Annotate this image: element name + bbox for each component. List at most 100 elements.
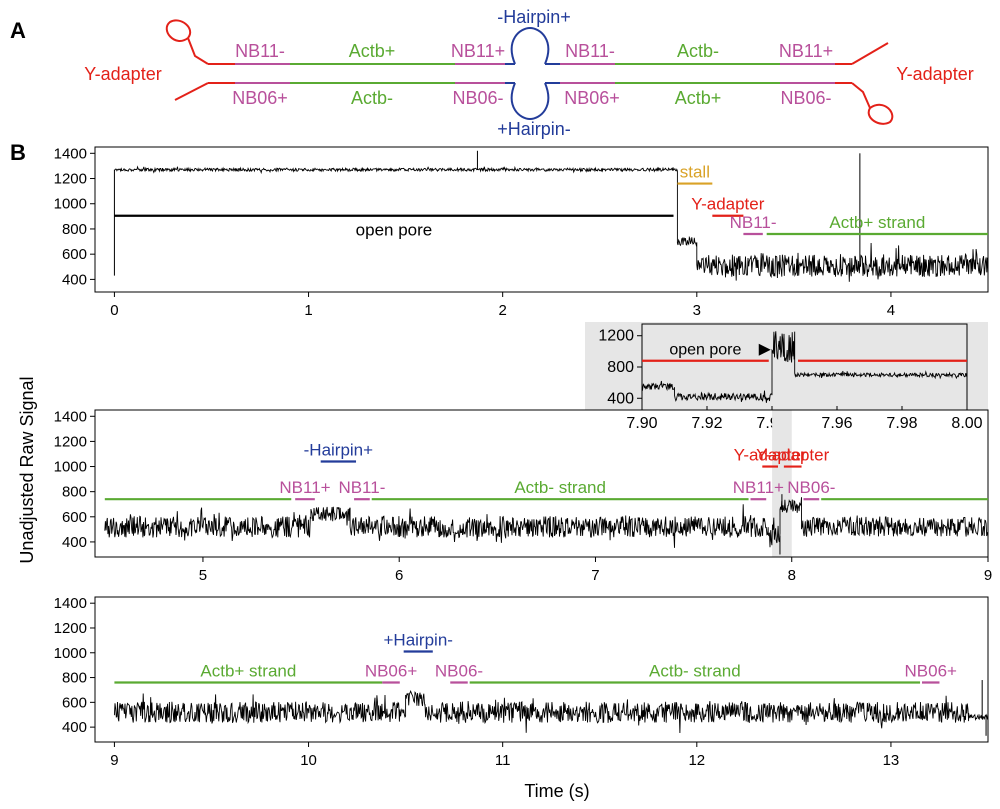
annotation-label: open pore: [356, 221, 433, 240]
top-strand-label: NB11+: [451, 41, 505, 61]
x-tick-label: 12: [688, 752, 705, 769]
annotation-label: NB06+: [365, 662, 418, 681]
y-tick-label: 1400: [54, 595, 87, 612]
bottom-strand-label: NB06+: [564, 88, 620, 108]
y-tick-label: 1400: [54, 145, 87, 162]
top-strand-label: NB11-: [565, 41, 615, 61]
zoom-highlight-band: [772, 410, 792, 557]
x-tick-label: 2: [499, 302, 507, 319]
panel-b: B Unadjusted Raw Signal Time (s) 400 600 8…: [10, 140, 992, 801]
plot-row-2: 400 600 800 1000 1200 1400 5 6 7 8 9 -Hairpin+ NB11+…: [54, 408, 993, 584]
annotation-label: Y-adapter: [756, 446, 829, 465]
x-tick-label: 8: [788, 567, 796, 584]
annotation-label: Actb- strand: [649, 662, 741, 681]
annotation-label: Actb+ strand: [200, 662, 296, 681]
x-tick-label: 7.90: [626, 415, 657, 432]
y-tick-label: 1200: [54, 433, 87, 450]
y-tick-label: 400: [62, 271, 87, 288]
plot-row-3: 400 600 800 1000 1200 1400 9 10 11 12 13 Actb+ stra…: [54, 595, 989, 769]
annotation-label: NB06-: [435, 662, 483, 681]
signal-trace: [104, 497, 989, 548]
top-strand-label: NB11+: [779, 41, 833, 61]
annotation-label: +Hairpin-: [384, 631, 453, 650]
signal-trace: [114, 165, 989, 282]
annotation-label: open pore: [669, 342, 741, 359]
right-adapter-label: Y-adapter: [896, 64, 973, 84]
x-tick-label: 11: [495, 752, 511, 769]
x-tick-label: 3: [693, 302, 701, 319]
y-tick-label: 600: [62, 509, 87, 526]
bottom-strand-labels: NB06+ Actb- NB06- NB06+ Actb+ NB06-: [232, 88, 831, 108]
hairpin-top-label: -Hairpin+: [497, 7, 571, 27]
y-tick-label: 1200: [54, 620, 87, 637]
y-tick-label: 800: [62, 221, 87, 238]
signal-trace: [641, 331, 968, 403]
annotation-label: NB06+: [905, 662, 958, 681]
open-pore-arrow: [758, 343, 771, 356]
plot-frame: [94, 409, 989, 558]
plot-frame: [94, 596, 989, 743]
hairpin-top-loop: [510, 26, 550, 65]
panel-a-letter: A: [10, 18, 26, 43]
x-tick-label: 7.96: [821, 415, 852, 432]
bottom-strand-label: NB06-: [452, 88, 503, 108]
x-tick-label: 7.98: [886, 415, 917, 432]
top-strand-label: Actb+: [349, 41, 396, 61]
plot-frame: [94, 146, 989, 293]
x-tick-label: 9: [984, 567, 992, 584]
right-adapter-loop: [851, 82, 894, 125]
annotation-label: NB11+: [279, 478, 330, 497]
left-adapter-tail: [174, 82, 209, 101]
bottom-strand-label: NB06-: [780, 88, 831, 108]
y-tick-label: 400: [62, 534, 87, 551]
hairpin-bottom-label: +Hairpin-: [497, 119, 571, 139]
y-tick-label: 400: [607, 390, 634, 407]
y-tick-label: 800: [62, 484, 87, 501]
left-adapter-loop: [165, 19, 209, 65]
annotation-label: NB11-: [730, 213, 777, 232]
left-adapter-label: Y-adapter: [84, 64, 161, 84]
x-tick-label: 7.92: [691, 415, 722, 432]
plot-row-1: 400 600 800 1000 1200 1400 0 1 2 3 4 open pore stall…: [54, 145, 989, 319]
y-tick-label: 1200: [54, 171, 87, 188]
annotation-label: -Hairpin+: [304, 441, 374, 460]
x-tick-label: 9: [110, 752, 118, 769]
x-tick-label: 6: [395, 567, 403, 584]
y-tick-label: 600: [62, 694, 87, 711]
right-adapter-tail: [851, 42, 889, 65]
y-axis-label: Unadjusted Raw Signal: [17, 376, 37, 563]
y-tick-label: 400: [62, 719, 87, 736]
x-tick-label: 0: [110, 302, 118, 319]
y-tick-label: 1000: [54, 645, 87, 662]
x-tick-label: 13: [883, 752, 900, 769]
annotation-label: Y-adapter: [691, 195, 764, 214]
top-strand-labels: NB11- Actb+ NB11+ NB11- Actb- NB11+: [235, 41, 833, 61]
annotation-label: Y-adapter: [734, 446, 807, 465]
construct-strands: [165, 19, 894, 125]
bottom-strand-label: Actb+: [675, 88, 722, 108]
y-tick-label: 1000: [54, 459, 87, 476]
y-tick-label: 1400: [54, 408, 87, 425]
bottom-strand-label: NB06+: [232, 88, 288, 108]
x-tick-label: 4: [887, 302, 895, 319]
y-tick-label: 1000: [54, 196, 87, 213]
top-strand-label: NB11-: [235, 41, 285, 61]
x-tick-label: 8.00: [951, 415, 982, 432]
inset-background: [585, 322, 988, 410]
annotation-label: NB11+: [733, 478, 784, 497]
annotation-label: stall: [680, 163, 710, 182]
top-strand-label: Actb-: [677, 41, 719, 61]
panel-b-letter: B: [10, 140, 26, 165]
annotation-label: Actb+ strand: [829, 213, 925, 232]
signal-trace: [113, 690, 988, 734]
annotation-label: NB11-: [338, 478, 385, 497]
y-tick-label: 800: [607, 359, 634, 376]
x-tick-label: 1: [304, 302, 312, 319]
x-axis-label: Time (s): [524, 781, 589, 801]
y-tick-label: 1200: [598, 328, 634, 345]
y-tick-label: 600: [62, 246, 87, 263]
x-tick-label: 7: [591, 567, 599, 584]
x-tick-label: 5: [199, 567, 207, 584]
hairpin-bottom-loop: [510, 82, 550, 121]
